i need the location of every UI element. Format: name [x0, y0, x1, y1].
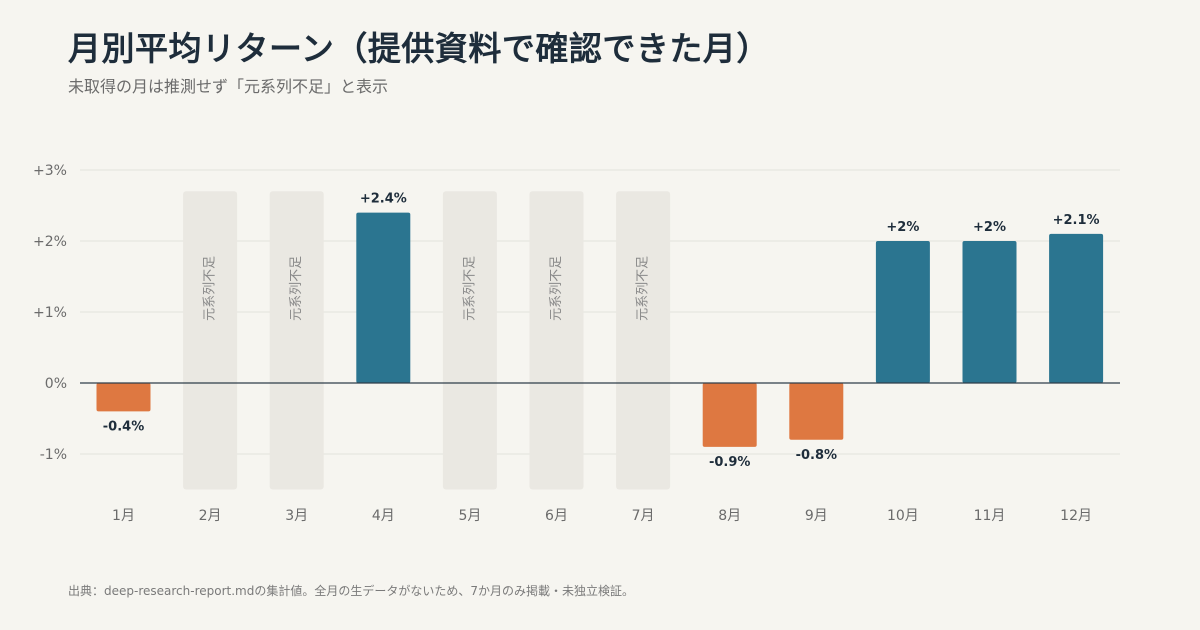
- x-tick-label: 8月: [718, 508, 741, 524]
- source-footnote: 出典：deep-research-report.mdの集計値。全月の生データがな…: [68, 584, 634, 598]
- x-tick-label: 9月: [805, 508, 828, 524]
- x-tick-label: 5月: [458, 508, 481, 524]
- bar: [875, 241, 930, 383]
- bar: [96, 383, 151, 412]
- y-tick-label: -1%: [40, 447, 67, 463]
- x-tick-label: 2月: [199, 508, 222, 524]
- bar: [789, 383, 844, 440]
- x-tick-label: 6月: [545, 508, 568, 524]
- missing-data-label: 元系列不足: [203, 256, 218, 321]
- data-label: -0.4%: [103, 419, 144, 434]
- x-tick-label: 1月: [112, 508, 135, 524]
- missing-data-label: 元系列不足: [289, 256, 304, 321]
- chart-subtitle: 未取得の月は推測せず「元系列不足」と表示: [68, 77, 389, 96]
- y-tick-label: +2%: [33, 234, 67, 250]
- bar: [1049, 233, 1104, 383]
- missing-data-placeholder: [183, 191, 238, 490]
- chart-title: 月別平均リターン（提供資料で確認できた月）: [68, 29, 770, 68]
- x-tick-label: 12月: [1060, 508, 1092, 524]
- data-label: +2%: [886, 220, 919, 235]
- x-tick-label: 11月: [974, 508, 1006, 524]
- y-tick-label: 0%: [45, 376, 67, 392]
- missing-data-placeholder: [442, 191, 497, 490]
- data-label: -0.9%: [709, 455, 750, 470]
- missing-data-placeholder: [269, 191, 324, 490]
- x-tick-label: 10月: [887, 508, 919, 524]
- missing-data-label: 元系列不足: [462, 256, 477, 321]
- y-tick-label: +3%: [33, 163, 67, 179]
- data-label: -0.8%: [796, 448, 837, 463]
- data-label: +2.4%: [360, 192, 407, 207]
- x-tick-label: 3月: [285, 508, 308, 524]
- missing-data-placeholder: [616, 191, 671, 490]
- bar: [962, 241, 1017, 383]
- x-tick-label: 4月: [372, 508, 395, 524]
- missing-data-placeholder: [529, 191, 584, 490]
- missing-data-label: 元系列不足: [636, 256, 651, 321]
- x-tick-label: 7月: [632, 508, 655, 524]
- missing-data-label: 元系列不足: [549, 256, 564, 321]
- data-label: +2.1%: [1053, 213, 1100, 228]
- y-tick-label: +1%: [33, 305, 67, 321]
- data-label: +2%: [973, 220, 1006, 235]
- bar: [702, 383, 757, 447]
- bar: [356, 212, 411, 383]
